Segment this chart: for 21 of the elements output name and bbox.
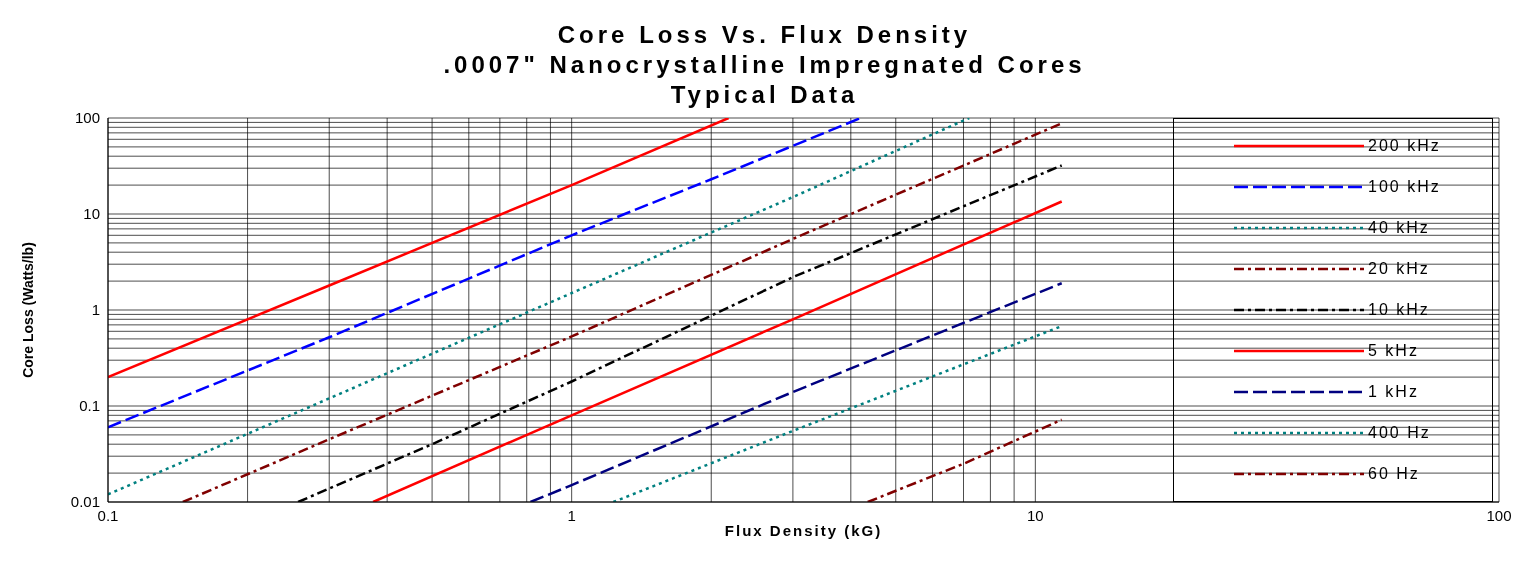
x-tick-label: 10	[1026, 506, 1044, 524]
text: 40 kHz	[1368, 218, 1430, 237]
text: 1 kHz	[1368, 383, 1419, 402]
chart-title: Core Loss Vs. Flux Density .0007" Nanocrystalline Impregnated Cores Typical Data	[442, 20, 1087, 110]
text: 20 kHz	[1368, 259, 1430, 278]
y-tick-label: 0.01	[70, 493, 100, 511]
text: 60 Hz	[1368, 465, 1420, 484]
text: 5 kHz	[1368, 342, 1419, 361]
y-tick-label: 1	[91, 301, 100, 319]
y-tick-label: 10	[83, 205, 100, 223]
x-axis-title: Flux Density (kG)	[724, 522, 883, 539]
text: 200 kHz	[1368, 136, 1441, 155]
y-tick-label: 100	[74, 109, 100, 127]
text: 10 kHz	[1368, 300, 1430, 319]
y-axis-title: Core Loss (Watts/lb)	[19, 242, 36, 378]
x-tick-label: 1	[567, 506, 576, 524]
x-tick-label: 100	[1486, 506, 1512, 524]
x-tick-label: 0.1	[97, 506, 119, 524]
text: 100 kHz	[1368, 177, 1441, 196]
text: 400 Hz	[1368, 424, 1431, 443]
y-tick-label: 0.1	[79, 397, 100, 415]
